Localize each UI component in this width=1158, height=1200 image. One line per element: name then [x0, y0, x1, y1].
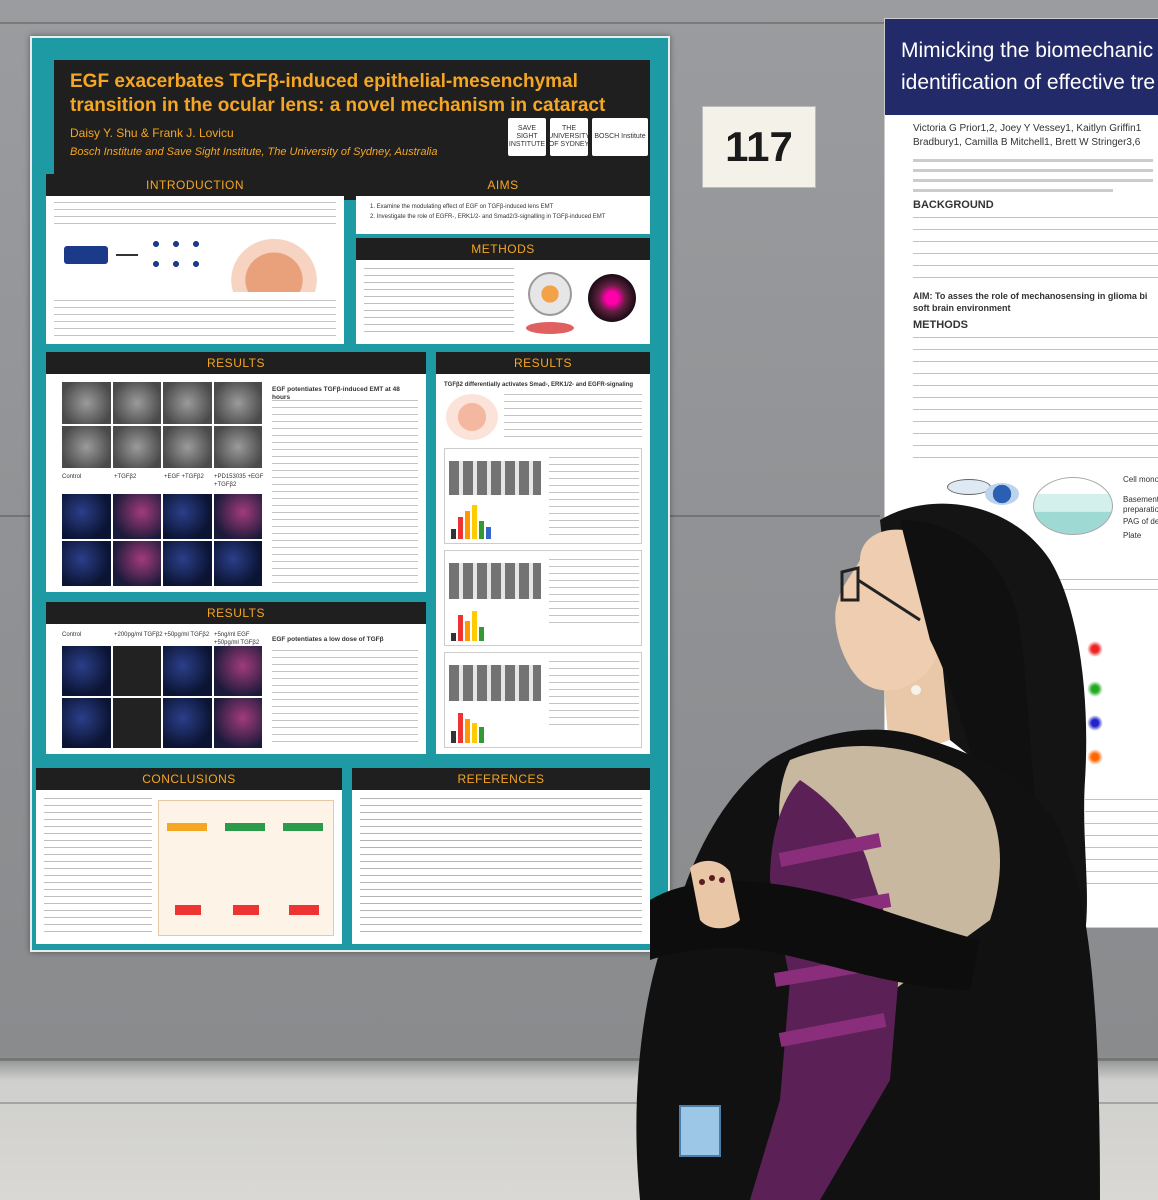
legend-preparation: preparation [1123, 505, 1158, 514]
presenter-person [636, 503, 1100, 1200]
poster-right-authors-2: Bradbury1, Camilla B Mitchell1, Brett W … [913, 137, 1141, 148]
lens-explant-image [588, 274, 636, 322]
methods-heading: METHODS [913, 319, 968, 331]
conclusions-text [44, 798, 152, 938]
introduction-text-2 [54, 300, 336, 336]
methods-text [913, 337, 1158, 465]
layer-diagram [1033, 477, 1113, 535]
micrograph-grid-fluorescence [62, 494, 262, 586]
col-label-egf-50pg: +5ng/ml EGF +50pg/ml TGFβ2 [214, 632, 260, 646]
affiliation-line [913, 169, 1153, 172]
results-box-2: RESULTS TGFβ2 differentially activates S… [436, 352, 650, 754]
bar-chart-2 [451, 607, 484, 641]
results-box-1: RESULTS Control +TGFβ2 +EGF +TGFβ2 +PD15… [46, 352, 426, 592]
research-poster-left: EGF exacerbates TGFβ-induced epithelial-… [30, 36, 670, 952]
explant-dish-diagram [528, 272, 572, 316]
name-badge [679, 1105, 721, 1157]
dish-diagram-blue [985, 483, 1019, 505]
legend-basement: Basement membr [1123, 495, 1158, 504]
aims-box: AIMS 1. Examine the modulating effect of… [356, 174, 650, 234]
western-blot-panel-2 [444, 550, 642, 646]
col-label-pd153035: +PD153035 +EGF +TGFβ2 [214, 474, 264, 488]
results-1-heading: EGF potentiates TGFβ-induced EMT at 48 h… [272, 386, 400, 401]
results-1-header: RESULTS [46, 352, 426, 374]
western-blot-panel-3 [444, 652, 642, 748]
col-label-egf-tgfb2: +EGF +TGFβ2 [164, 474, 204, 480]
poster-title: EGF exacerbates TGFβ-induced epithelial-… [70, 71, 606, 116]
references-box: REFERENCES [352, 768, 650, 944]
col-label-50pg: +50pg/ml TGFβ2 [164, 632, 210, 638]
western-blot-panel-1 [444, 448, 642, 544]
methods-text [364, 268, 514, 338]
poster-right-authors-1: Victoria G Prior1,2, Joey Y Vessey1, Kai… [913, 123, 1142, 134]
poster-authors: Daisy Y. Shu & Frank J. Lovicu [70, 126, 234, 140]
scarf-purple [750, 780, 900, 1200]
board-seam [0, 1058, 1158, 1061]
mesenchymal-cells-diagram [146, 234, 206, 274]
save-sight-logo: SAVE SIGHT INSTITUTE [508, 118, 546, 156]
methods-box: METHODS [356, 238, 650, 344]
aims-item-2: 2. Investigate the role of EGFR-, ERK1/2… [370, 214, 606, 220]
affiliation-line [913, 179, 1153, 182]
results-3-header: RESULTS [46, 602, 426, 624]
poster-affiliation: Bosch Institute and Save Sight Institute… [70, 146, 438, 158]
references-header: REFERENCES [352, 768, 650, 790]
conclusions-header: CONCLUSIONS [36, 768, 342, 790]
aims-header: AIMS [356, 174, 650, 196]
caption-text [1085, 799, 1158, 889]
arrow-icon [116, 254, 138, 256]
board-seam [0, 22, 1158, 24]
sydney-university-logo: THE UNIVERSITY OF SYDNEY [548, 118, 590, 156]
introduction-box: INTRODUCTION [46, 174, 344, 344]
bar-chart-1 [451, 503, 491, 539]
background-text [913, 217, 1158, 285]
aims-item-1: 1. Examine the modulating effect of EGF … [370, 204, 554, 210]
legend-cell-monolayer: Cell monolayer [1123, 475, 1158, 484]
poster-right-title: Mimicking the biomechanic identification… [901, 39, 1156, 94]
methods-header: METHODS [356, 238, 650, 260]
col-label-control: Control [62, 474, 82, 480]
results-3-text [272, 650, 418, 746]
scatter-plot [1077, 631, 1117, 781]
introduction-header: INTRODUCTION [46, 174, 344, 196]
earring [911, 685, 921, 695]
affiliation-line [913, 159, 1153, 162]
conclusions-diagram [158, 800, 334, 936]
aim-line-2: soft brain environment [913, 303, 1011, 313]
poster-number-card: 117 [702, 106, 816, 188]
results-2-heading: TGFβ2 differentially activates Smad-, ER… [444, 382, 634, 388]
references-text [360, 798, 642, 936]
micrograph-grid-low-dose [62, 646, 262, 748]
poster-right-header: Mimicking the biomechanic identification… [885, 19, 1158, 115]
micrograph-grid-phase [62, 382, 262, 468]
bar-chart-3 [451, 709, 484, 743]
legend-plate: Plate [1123, 531, 1142, 540]
floor-edge [0, 1102, 1158, 1104]
signaling-pathway-diagram [446, 394, 498, 440]
bosch-institute-logo: BOSCH Institute [592, 118, 648, 156]
eye-lens-diagram [224, 232, 324, 292]
results-2-text [504, 394, 642, 440]
culture-dish-diagram [526, 322, 574, 334]
col-label-control: Control [62, 632, 82, 638]
introduction-text [54, 202, 336, 226]
col-label-tgfb2: +TGFβ2 [114, 474, 137, 480]
background-heading: BACKGROUND [913, 199, 994, 211]
glasses [840, 566, 921, 622]
affiliation-line [913, 189, 1113, 192]
aim-line-1: AIM: To asses the role of mechanosensing… [913, 291, 1148, 301]
legend-pag: PAG of defined rig [1123, 517, 1158, 526]
cell-diagram [64, 246, 108, 264]
conclusions-box: CONCLUSIONS [36, 768, 342, 944]
results-text [1045, 579, 1158, 599]
hand [690, 860, 740, 929]
results-2-header: RESULTS [436, 352, 650, 374]
results-box-3: RESULTS Control +200pg/ml TGFβ2 +50pg/ml… [46, 602, 426, 754]
results-3-heading: EGF potentiates a low dose of TGFβ [272, 636, 384, 643]
results-1-text [272, 400, 418, 584]
col-label-200pg: +200pg/ml TGFβ2 [114, 632, 163, 638]
